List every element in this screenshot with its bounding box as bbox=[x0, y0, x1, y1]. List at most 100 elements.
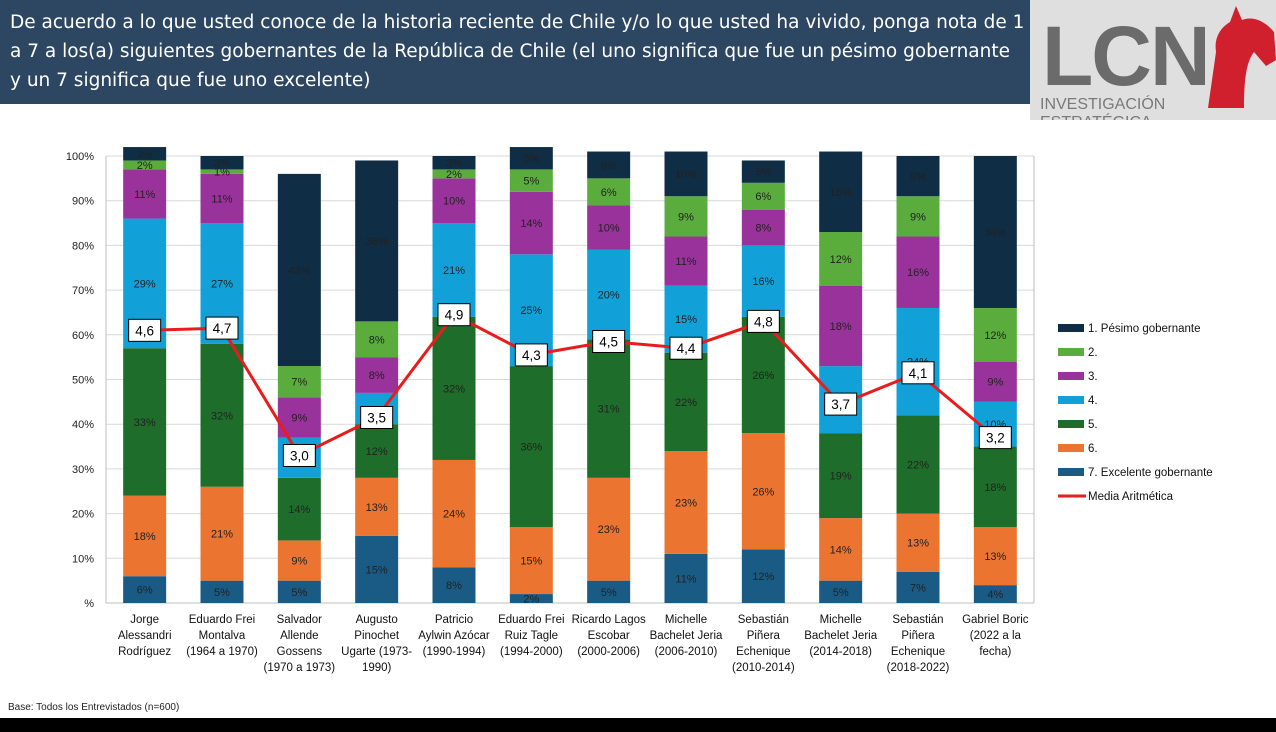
bar-segment bbox=[123, 348, 167, 496]
bar-segment bbox=[973, 585, 1017, 603]
data-label: 3% bbox=[214, 158, 230, 170]
x-tick-label: Gossens bbox=[277, 646, 323, 658]
x-tick-label: (2006-2010) bbox=[655, 646, 718, 658]
horse-logo-icon bbox=[1208, 6, 1276, 108]
bar-segment bbox=[355, 321, 399, 358]
data-label: 21% bbox=[211, 529, 233, 541]
data-label: 10% bbox=[443, 196, 465, 208]
x-tick-label: Echenique bbox=[891, 646, 945, 658]
mean-label-box bbox=[592, 330, 626, 354]
x-tick-label: (2010-2014) bbox=[732, 662, 795, 674]
mean-line bbox=[144, 312, 997, 458]
mean-label-box bbox=[978, 426, 1012, 450]
data-label: 5% bbox=[214, 587, 230, 599]
mean-label: 3,7 bbox=[831, 397, 850, 412]
data-label: 23% bbox=[675, 497, 697, 509]
x-tick-label: (2014-2018) bbox=[809, 646, 872, 658]
stacked-bar-chart: % 10% 20% 30% 40% 50% 60% 70% 80% 90% 100% 6% 18% 33%… bbox=[66, 147, 1213, 674]
mean-label-box bbox=[205, 316, 239, 340]
data-label: 14% bbox=[830, 544, 852, 556]
data-label: 13% bbox=[907, 538, 929, 550]
bar-segment bbox=[587, 178, 631, 206]
data-label: 22% bbox=[675, 397, 697, 409]
data-label: 12% bbox=[984, 330, 1006, 342]
data-label: 18% bbox=[830, 321, 852, 333]
x-tick-label: Sebastián bbox=[738, 614, 789, 626]
data-label: 4% bbox=[987, 589, 1003, 601]
x-tick-label: Sebastián bbox=[892, 614, 943, 626]
data-label: 23% bbox=[598, 524, 620, 536]
bar-segment bbox=[973, 446, 1017, 528]
bar-segment bbox=[355, 535, 399, 603]
legend-swatch bbox=[1058, 420, 1084, 428]
mean-label: 4,9 bbox=[445, 308, 464, 323]
data-label: 14% bbox=[520, 218, 542, 230]
bar-segment bbox=[432, 178, 476, 224]
bar-segment bbox=[664, 553, 708, 603]
x-tick-label: Augusto bbox=[356, 614, 398, 626]
data-label: 15% bbox=[520, 556, 542, 568]
data-label: 11% bbox=[675, 573, 696, 585]
legend-swatch bbox=[1058, 324, 1084, 332]
x-tick-label: Ricardo Lagos bbox=[572, 614, 646, 626]
y-tick-label: 100% bbox=[66, 151, 94, 163]
data-label: 6% bbox=[137, 585, 153, 597]
data-label: 18% bbox=[830, 187, 852, 199]
data-label: 36% bbox=[520, 442, 542, 454]
bar-segment bbox=[896, 571, 940, 603]
bar-segment bbox=[123, 160, 167, 170]
x-tick-label: Ruiz Tagle bbox=[505, 630, 559, 642]
mean-label: 4,5 bbox=[599, 335, 618, 350]
bar-segment bbox=[587, 477, 631, 581]
bar-segment bbox=[200, 173, 244, 224]
mean-label-box bbox=[282, 443, 316, 467]
bar-segment bbox=[819, 285, 863, 367]
bar-segment bbox=[509, 594, 553, 603]
bar-segment bbox=[896, 196, 940, 237]
y-tick-label: 30% bbox=[72, 464, 94, 476]
data-label: 5% bbox=[755, 167, 771, 179]
x-tick-label: Gabriel Boric bbox=[962, 614, 1029, 626]
legend-label: 4. bbox=[1088, 395, 1098, 407]
mean-label: 4,7 bbox=[213, 321, 232, 336]
bar-segment bbox=[896, 156, 940, 197]
mean-label-box bbox=[901, 361, 935, 385]
header-banner: De acuerdo a lo que usted conoce de la h… bbox=[0, 0, 1030, 104]
bar-segment bbox=[819, 151, 863, 232]
bar-segment bbox=[973, 307, 1017, 362]
x-tick-label: Allende bbox=[280, 630, 318, 642]
bar-segment bbox=[664, 352, 708, 452]
data-label: 5% bbox=[291, 587, 307, 599]
bar-segment bbox=[741, 209, 785, 246]
bar-segment bbox=[896, 236, 940, 308]
mean-label: 3,2 bbox=[986, 431, 1005, 446]
legend-label: 1. Pésimo gobernante bbox=[1088, 323, 1201, 335]
bar-segment bbox=[432, 156, 476, 170]
data-label: 11% bbox=[675, 256, 696, 268]
bar-segment bbox=[277, 173, 321, 367]
data-label: 12% bbox=[752, 571, 774, 583]
data-label: 29% bbox=[134, 278, 156, 290]
bar-segment bbox=[741, 245, 785, 317]
x-tick-label: Jorge bbox=[130, 614, 159, 626]
bar-segment bbox=[819, 580, 863, 603]
data-label: 32% bbox=[443, 383, 465, 395]
mean-label-box bbox=[437, 303, 471, 327]
company-logo: LCN INVESTIGACIÓN ESTRATÉGICA bbox=[1030, 0, 1276, 120]
y-tick-label: 90% bbox=[72, 196, 94, 208]
data-label: 9% bbox=[291, 412, 307, 424]
y-tick-label: 80% bbox=[72, 240, 94, 252]
data-label: 11% bbox=[211, 193, 232, 205]
data-label: 12% bbox=[366, 446, 388, 458]
x-tick-label: Michelle bbox=[820, 614, 862, 626]
x-tick-label: (1964 a 1970) bbox=[186, 646, 258, 658]
legend-label: Media Aritmética bbox=[1088, 491, 1174, 503]
legend-label: 3. bbox=[1088, 371, 1098, 383]
bar-segment bbox=[896, 415, 940, 514]
data-label: 34% bbox=[984, 227, 1006, 239]
mean-label-box bbox=[514, 343, 548, 367]
data-label: 10% bbox=[598, 223, 620, 235]
data-label: 7% bbox=[910, 582, 926, 594]
data-label: 2% bbox=[446, 169, 462, 181]
bar-segment bbox=[123, 576, 167, 603]
